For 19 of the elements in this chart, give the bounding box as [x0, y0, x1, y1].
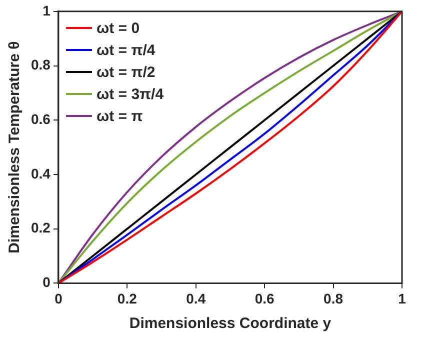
- x-axis-title: Dimensionless Coordinate y: [129, 315, 332, 332]
- legend-label: ωt = 3π/4: [96, 86, 164, 103]
- y-axis-title: Dimensionless Temperature θ: [6, 41, 24, 254]
- y-tick-label: 0.2: [30, 220, 51, 236]
- legend-label: ωt = π: [96, 108, 143, 125]
- y-tick-label: 1: [42, 2, 51, 18]
- x-tick-label: 0.4: [186, 290, 206, 306]
- legend-label: ωt = 0: [96, 20, 140, 37]
- y-tick-label: 0.6: [30, 110, 51, 127]
- x-tick-label: 0.8: [324, 290, 344, 306]
- y-tick-label: 0.4: [30, 165, 51, 182]
- legend-label: ωt = π/2: [96, 64, 156, 81]
- x-tick-label: 0: [54, 290, 63, 306]
- y-tick-label: 0: [42, 274, 51, 290]
- x-tick-label: 1: [398, 290, 406, 306]
- x-tick-label: 0.2: [117, 290, 138, 306]
- x-tick-label: 0.6: [254, 290, 275, 306]
- y-tick-label: 0.8: [30, 56, 51, 73]
- legend-label: ωt = π/4: [96, 42, 156, 59]
